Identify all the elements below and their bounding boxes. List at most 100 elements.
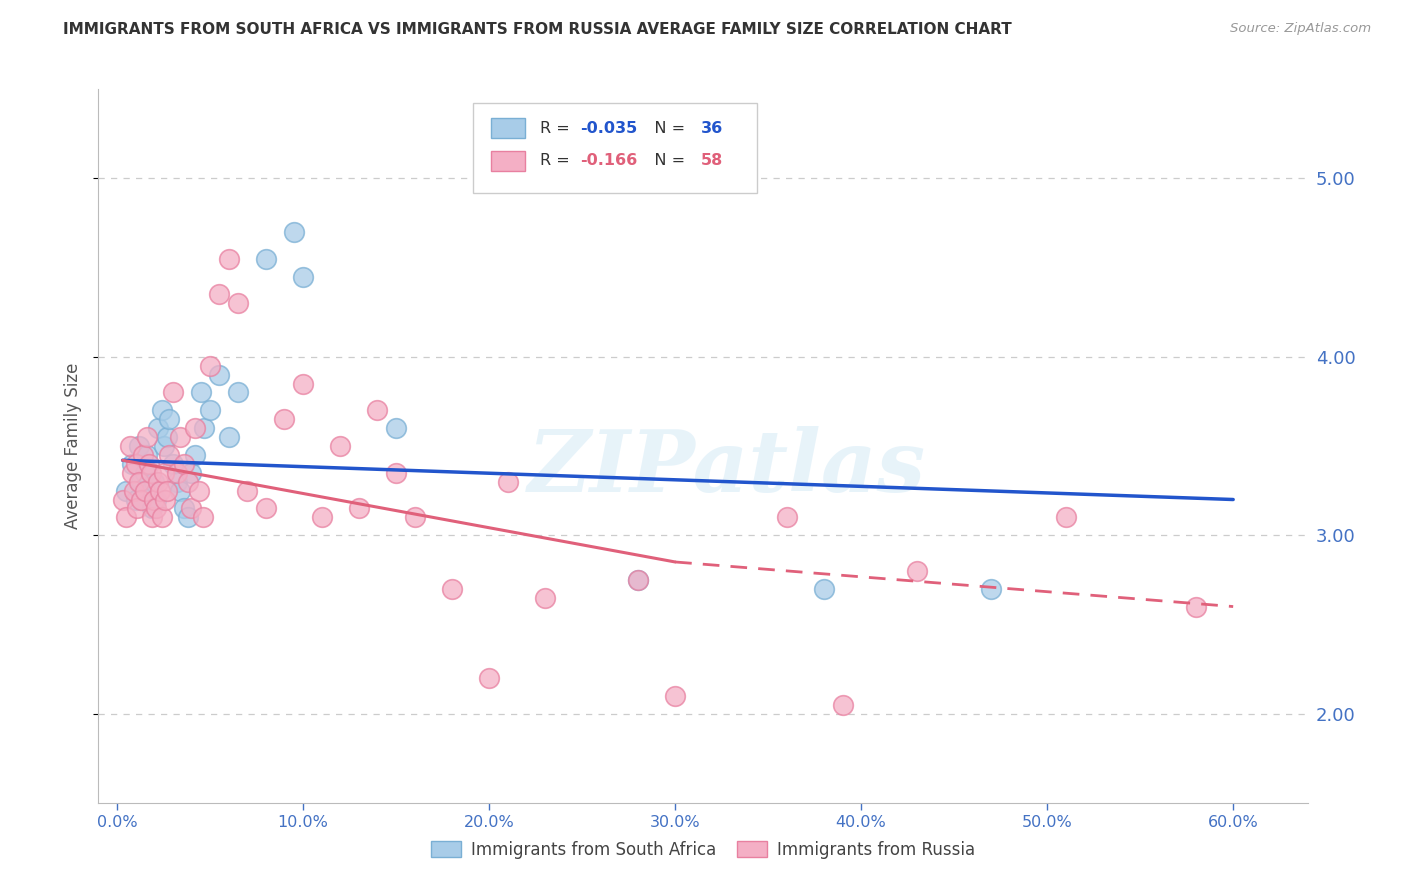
Point: [146, 475, 169, 489]
Legend: Immigrants from South Africa, Immigrants from Russia: Immigrants from South Africa, Immigrants…: [425, 835, 981, 866]
Point: [152, 439, 174, 453]
Point: [776, 510, 799, 524]
Point: [156, 483, 179, 498]
Point: [155, 492, 177, 507]
Point: [132, 448, 155, 462]
Point: [121, 457, 143, 471]
Text: IMMIGRANTS FROM SOUTH AFRICA VS IMMIGRANTS FROM RUSSIA AVERAGE FAMILY SIZE CORRE: IMMIGRANTS FROM SOUTH AFRICA VS IMMIGRAN…: [63, 22, 1012, 37]
Point: [134, 483, 156, 498]
Text: Source: ZipAtlas.com: Source: ZipAtlas.com: [1230, 22, 1371, 36]
Point: [254, 501, 277, 516]
Point: [150, 403, 173, 417]
Point: [534, 591, 557, 605]
Point: [135, 430, 157, 444]
Point: [627, 573, 650, 587]
Point: [118, 439, 141, 453]
Point: [156, 430, 179, 444]
Text: R =: R =: [540, 121, 575, 136]
Text: R =: R =: [540, 153, 575, 168]
Point: [111, 492, 134, 507]
Point: [208, 368, 231, 382]
Point: [122, 483, 145, 498]
Point: [152, 466, 174, 480]
Point: [292, 269, 315, 284]
Point: [128, 439, 150, 453]
FancyBboxPatch shape: [492, 119, 526, 138]
Point: [366, 403, 388, 417]
Point: [166, 466, 188, 480]
Point: [124, 492, 146, 507]
FancyBboxPatch shape: [474, 103, 758, 193]
Point: [1054, 510, 1077, 524]
Point: [169, 430, 191, 444]
Point: [180, 466, 202, 480]
Point: [283, 225, 305, 239]
Point: [813, 582, 835, 596]
Point: [190, 385, 212, 400]
Point: [193, 421, 215, 435]
Point: [254, 252, 277, 266]
Point: [1185, 599, 1208, 614]
Point: [218, 252, 240, 266]
Point: [145, 492, 167, 507]
Point: [127, 501, 149, 516]
Point: [831, 698, 853, 712]
Point: [135, 448, 157, 462]
Point: [664, 689, 686, 703]
Point: [440, 582, 463, 596]
Point: [198, 403, 221, 417]
Point: [115, 483, 138, 498]
Point: [191, 510, 214, 524]
Point: [385, 421, 408, 435]
Point: [208, 287, 231, 301]
Point: [173, 501, 195, 516]
Point: [218, 430, 240, 444]
Point: [347, 501, 370, 516]
Point: [129, 492, 152, 507]
Point: [169, 483, 191, 498]
Point: [146, 421, 169, 435]
Point: [145, 501, 167, 516]
Point: [139, 466, 162, 480]
Point: [121, 466, 143, 480]
Point: [292, 376, 315, 391]
Point: [187, 483, 209, 498]
Point: [115, 510, 138, 524]
Point: [329, 439, 352, 453]
Point: [124, 457, 146, 471]
Point: [157, 448, 180, 462]
Point: [184, 421, 207, 435]
Point: [404, 510, 426, 524]
Text: N =: N =: [638, 121, 690, 136]
Point: [162, 385, 184, 400]
Point: [236, 483, 259, 498]
Text: -0.166: -0.166: [579, 153, 637, 168]
Point: [141, 510, 163, 524]
Point: [273, 412, 295, 426]
Point: [180, 501, 202, 516]
Point: [177, 510, 200, 524]
Point: [311, 510, 333, 524]
Point: [143, 475, 166, 489]
Point: [138, 457, 160, 471]
Point: [134, 466, 156, 480]
Point: [129, 475, 152, 489]
Point: [162, 457, 184, 471]
Point: [496, 475, 519, 489]
Text: ZIPatlas: ZIPatlas: [529, 425, 927, 509]
Text: -0.035: -0.035: [579, 121, 637, 136]
Point: [226, 385, 249, 400]
Point: [166, 475, 188, 489]
Point: [198, 359, 221, 373]
FancyBboxPatch shape: [492, 151, 526, 170]
Text: 58: 58: [700, 153, 723, 168]
Text: N =: N =: [638, 153, 690, 168]
Point: [139, 483, 162, 498]
Point: [157, 412, 180, 426]
Text: 36: 36: [700, 121, 723, 136]
Point: [150, 510, 173, 524]
Point: [141, 501, 163, 516]
Point: [149, 483, 172, 498]
Point: [143, 492, 166, 507]
Point: [478, 671, 501, 685]
